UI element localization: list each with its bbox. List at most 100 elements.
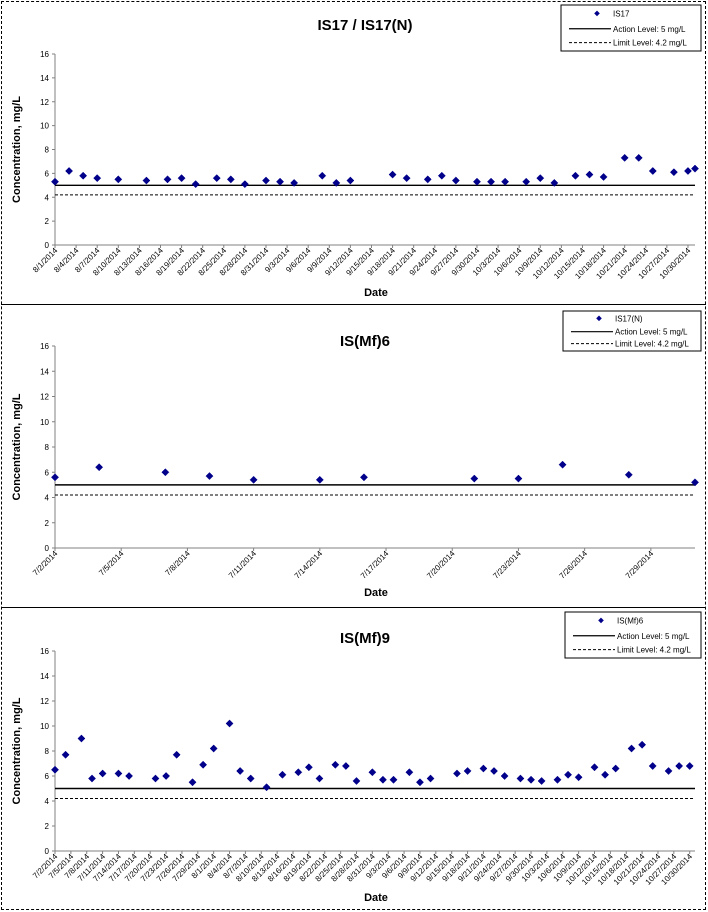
y-tick-label: 8 — [45, 146, 50, 155]
data-point — [490, 767, 498, 775]
x-tick-label: 7/17/2014 — [359, 549, 391, 581]
data-point — [346, 176, 355, 185]
data-point — [558, 460, 567, 469]
data-point — [437, 171, 446, 180]
x-tick-label: 7/11/2014 — [227, 549, 258, 580]
y-axis-title: Concentration, mg/L — [11, 96, 23, 203]
data-point — [585, 170, 594, 179]
x-tick-label: 7/29/2014 — [624, 549, 656, 581]
data-point — [65, 167, 74, 175]
data-point — [516, 774, 525, 783]
data-point — [527, 775, 535, 784]
x-tick-label: 7/23/2014 — [491, 549, 523, 581]
data-point — [188, 778, 197, 787]
data-point — [51, 177, 59, 186]
y-tick-label: 6 — [45, 468, 50, 477]
data-point — [51, 765, 59, 774]
y-tick-label: 14 — [40, 672, 49, 681]
data-point — [95, 463, 104, 472]
data-point — [276, 177, 285, 186]
data-point — [93, 174, 102, 183]
x-tick-label: 7/26/2014 — [558, 549, 590, 581]
y-tick-label: 6 — [45, 772, 50, 781]
data-point — [199, 760, 208, 769]
data-point — [212, 174, 221, 183]
data-point — [172, 750, 181, 759]
legend-marker-icon — [596, 315, 602, 322]
y-tick-label: 8 — [45, 747, 50, 756]
data-point — [225, 719, 234, 728]
data-point — [664, 767, 673, 775]
data-point — [331, 760, 340, 769]
data-point — [341, 762, 350, 770]
data-point — [405, 768, 414, 777]
data-point — [304, 763, 313, 772]
data-point — [479, 764, 488, 773]
data-point — [564, 770, 573, 779]
legend-series-label: IS17(N) — [615, 314, 643, 323]
data-point — [684, 167, 692, 175]
x-tick-label: 7/5/2014 — [97, 549, 126, 578]
panel-divider — [1, 607, 706, 608]
data-point — [378, 775, 387, 784]
data-point — [599, 173, 608, 181]
data-point — [262, 176, 270, 185]
data-point — [332, 178, 341, 187]
data-point — [142, 176, 151, 185]
data-point — [388, 170, 397, 179]
y-tick-label: 14 — [40, 367, 49, 376]
data-point — [114, 769, 123, 778]
data-point — [648, 762, 657, 770]
data-point — [151, 774, 160, 783]
y-tick-label: 4 — [45, 193, 50, 202]
data-point — [161, 468, 170, 477]
legend-box — [560, 4, 702, 52]
x-tick-label: 7/14/2014 — [293, 549, 325, 581]
data-point — [352, 777, 361, 785]
y-tick-label: 12 — [40, 697, 49, 706]
data-point — [536, 174, 545, 183]
legend-limit-label: Limit Level: 4.2 mg/L — [615, 340, 689, 349]
y-tick-label: 10 — [40, 722, 49, 731]
data-point — [416, 778, 424, 787]
data-point — [669, 168, 678, 177]
data-point — [691, 478, 699, 487]
legend-box — [564, 611, 702, 659]
chart-is17: IS17 / IS17(N) 0 2 4 6 8 10 12 14 16 Concentration… — [11, 4, 702, 299]
y-tick-label: 16 — [40, 647, 49, 656]
legend-action-label: Action Level: 5 mg/L — [615, 328, 688, 337]
x-axis-title: Date — [364, 287, 388, 299]
x-axis-title: Date — [364, 587, 388, 599]
y-tick-label: 0 — [45, 847, 50, 856]
legend-limit-label: Limit Level: 4.2 mg/L — [617, 646, 691, 655]
data-point — [51, 473, 59, 482]
chart-panel-is17: IS17 / IS17(N) 0 2 4 6 8 10 12 14 16 Concentration… — [1, 2, 706, 304]
data-point — [522, 177, 531, 186]
data-point — [574, 773, 583, 782]
data-point — [638, 740, 647, 749]
legend-action-label: Action Level: 5 mg/L — [617, 632, 690, 641]
data-point — [553, 775, 562, 784]
y-tick-label: 8 — [45, 443, 50, 452]
x-axis-title: Date — [364, 892, 388, 904]
data-point — [98, 769, 107, 778]
data-point — [177, 174, 186, 183]
y-tick-label: 2 — [45, 822, 50, 831]
legend-marker-icon — [598, 617, 604, 624]
chart-panel-is-mf9: IS(Mf)9 0 2 4 6 8 10 12 14 16 Concentration, mg/L 7… — [1, 609, 706, 909]
data-point — [88, 774, 96, 783]
legend-series-label: IS(Mf)6 — [617, 616, 644, 625]
panel-divider — [1, 304, 706, 305]
data-point — [318, 171, 327, 180]
data-point — [315, 475, 324, 484]
data-point — [601, 770, 610, 779]
data-point — [634, 153, 643, 162]
data-point — [389, 775, 398, 784]
data-point — [360, 473, 368, 482]
data-point — [685, 762, 694, 770]
data-point — [627, 744, 636, 753]
data-point — [473, 177, 481, 186]
chart-is-mf6: IS(Mf)6 0 2 4 6 8 10 12 14 16 Concentration, mg/L 7… — [11, 310, 702, 599]
data-point — [114, 175, 123, 184]
